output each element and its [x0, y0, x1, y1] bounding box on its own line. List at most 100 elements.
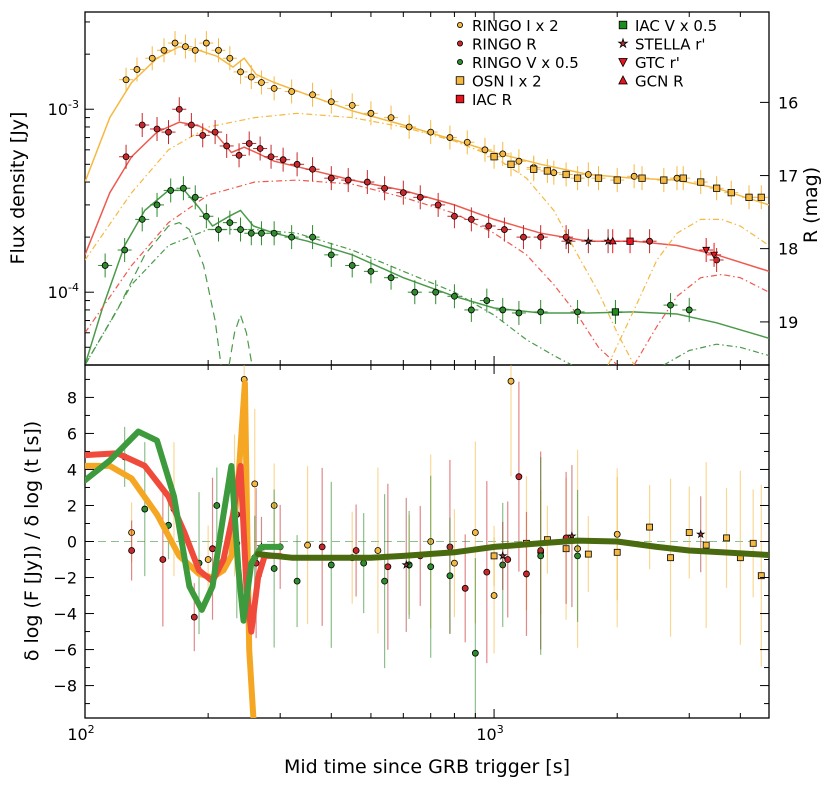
- legend-label: IAC R: [472, 91, 512, 109]
- y-tick-label: 10-3: [48, 98, 79, 119]
- model-curve-5: [85, 179, 618, 365]
- derivative-curve-3: [85, 428, 284, 624]
- series-osn-i-x-2: [487, 144, 769, 210]
- data-point-gtc-r: [710, 251, 719, 260]
- bottom-data-points: [121, 365, 765, 718]
- bottom-derivative-curves: [85, 380, 769, 718]
- legend-label: RINGO V x 0.5: [472, 54, 579, 72]
- derivative-point-ringo-v-x-0-5: [446, 572, 454, 580]
- data-point-osn-i-x-2: [757, 193, 765, 201]
- data-point-osn-i-x-2: [660, 176, 668, 184]
- data-point-stella-r: [583, 236, 594, 246]
- legend-marker: [455, 76, 465, 85]
- derivative-point-osn-i-x-2: [584, 550, 592, 558]
- derivative-point-ringo-r: [515, 473, 523, 481]
- data-point-ringo-v-x-0-5: [537, 308, 545, 316]
- legend-label: IAC V x 0.5: [635, 17, 717, 35]
- derivative-point-ringo-v-x-0-5: [427, 563, 435, 571]
- data-point-ringo-r: [399, 189, 407, 197]
- series-iac-v-x-0-5: [608, 299, 623, 324]
- derivative-point-ringo-r: [128, 547, 136, 554]
- data-point-ringo-r: [416, 193, 424, 201]
- model-curve-9: [663, 343, 769, 365]
- derivative-point-ringo-v-x-0-5: [213, 502, 221, 509]
- model-curve-7: [607, 218, 769, 365]
- legend-entry-ringo-i-x-2: RINGO I x 2: [456, 17, 559, 35]
- data-point-ringo-r: [485, 222, 493, 230]
- derivative-curve-4: [255, 537, 769, 561]
- data-point-osn-i-x-2: [697, 178, 705, 186]
- model-curve-2: [85, 121, 769, 273]
- y-tick-label: 0: [67, 533, 77, 552]
- data-point-ringo-v-x-0-5: [387, 274, 395, 282]
- derivative-point-ringo-i-x-2: [490, 592, 498, 599]
- data-point-osn-i-x-2: [530, 165, 538, 173]
- top-data-points: [98, 31, 769, 325]
- data-point-ringo-i-x-2: [288, 88, 296, 95]
- data-point-ringo-v-x-0-5: [167, 187, 175, 194]
- data-point-ringo-i-x-2: [367, 109, 375, 117]
- data-point-ringo-v-x-0-5: [202, 212, 210, 220]
- data-point-ringo-v-x-0-5: [247, 229, 255, 237]
- data-point-osn-i-x-2: [745, 193, 753, 201]
- data-point-ringo-r: [223, 142, 231, 150]
- data-point-ringo-r: [199, 131, 207, 139]
- series-gtc-r: [699, 238, 722, 267]
- legend-entry-gtc-r: GTC r': [618, 54, 680, 72]
- derivative-point-ringo-r: [159, 556, 167, 563]
- legend-entry-osn-i-x-2: OSN I x 2: [455, 73, 542, 91]
- data-point-ringo-r: [245, 140, 253, 147]
- legend-entry-gcn-r: GCN R: [618, 73, 684, 91]
- y-tick-label: −8: [53, 677, 77, 696]
- data-point-ringo-v-x-0-5: [101, 262, 109, 269]
- data-point-gtc-r: [702, 246, 711, 255]
- data-point-osn-i-x-2: [594, 174, 603, 182]
- derivative-point-ringo-v-x-0-5: [270, 565, 278, 572]
- derivative-point-ringo-v-x-0-5: [327, 561, 335, 569]
- data-point-ringo-i-x-2: [405, 123, 413, 131]
- data-point-ringo-r: [165, 128, 172, 136]
- data-point-ringo-v-x-0-5: [226, 219, 234, 227]
- data-point-ringo-i-x-2: [348, 101, 356, 109]
- derivative-point-stella-r: [498, 550, 508, 560]
- data-point-ringo-i-x-2: [148, 54, 156, 62]
- data-point-ringo-v-x-0-5: [138, 215, 146, 223]
- data-point-ringo-i-x-2: [182, 43, 189, 50]
- data-point-ringo-r: [293, 160, 301, 168]
- top-model-curves: [85, 45, 769, 365]
- data-point-ringo-i-x-2: [427, 128, 435, 136]
- data-point-ringo-v-x-0-5: [483, 297, 491, 304]
- data-point-osn-i-x-2: [727, 189, 735, 197]
- data-point-ringo-i-x-2: [226, 54, 234, 62]
- data-point-ringo-i-x-2: [463, 138, 471, 146]
- data-point-ringo-r: [309, 165, 316, 173]
- derivative-point-osn-i-x-2: [490, 552, 498, 560]
- data-point-ringo-v-x-0-5: [288, 233, 296, 241]
- data-point-osn-i-x-2: [490, 153, 498, 161]
- data-point-osn-i-x-2: [507, 160, 515, 168]
- data-point-ringo-r: [187, 121, 195, 129]
- derivative-curve-2: [85, 450, 284, 635]
- data-point-osn-i-x-2: [638, 174, 646, 182]
- data-point-ringo-r: [175, 105, 183, 113]
- y-tick-label: 6: [67, 424, 77, 443]
- legend-label: OSN I x 2: [472, 73, 542, 91]
- y-tick-label: 2: [67, 496, 77, 515]
- derivative-point-ringo-r: [483, 568, 491, 576]
- legend-label: GTC r': [635, 54, 680, 72]
- mag-tick-label: 16: [778, 93, 798, 112]
- data-point-ringo-v-x-0-5: [309, 233, 316, 241]
- derivative-point-ringo-v-x-0-5: [293, 577, 301, 585]
- model-curve-10: [85, 221, 222, 365]
- data-point-ringo-i-x-2: [327, 98, 335, 106]
- legend-marker: [455, 94, 465, 104]
- legend-label: GCN R: [635, 73, 684, 91]
- derivative-point-ringo-i-x-2: [251, 480, 259, 488]
- series-gcn-r: [605, 229, 620, 254]
- data-point-ringo-v-x-0-5: [121, 246, 129, 254]
- legend-label: STELLA r': [635, 36, 706, 54]
- legend-entry-iac-r: IAC R: [455, 91, 512, 109]
- derivative-point-stella-r: [401, 559, 411, 569]
- derivative-point-ringo-r: [523, 570, 530, 578]
- derivative-point-ringo-i-x-2: [451, 559, 458, 567]
